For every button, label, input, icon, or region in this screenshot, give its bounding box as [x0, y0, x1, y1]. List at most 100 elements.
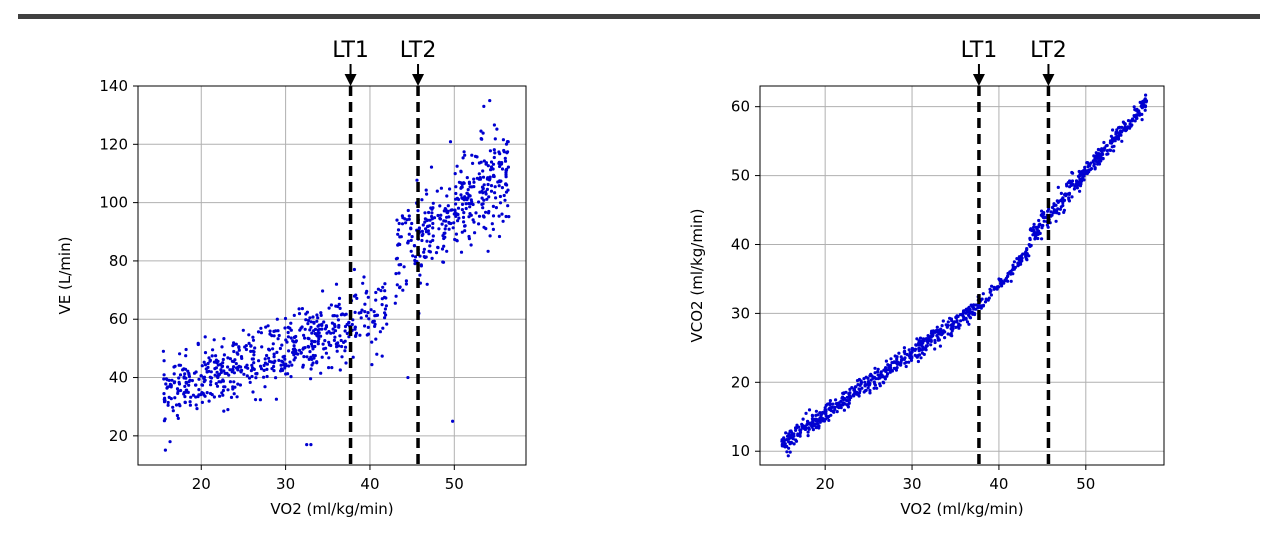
data-point	[249, 349, 253, 353]
y-tick-label: 120	[99, 135, 128, 153]
data-point	[286, 330, 290, 335]
data-point	[400, 222, 405, 226]
data-point	[373, 322, 377, 326]
data-point	[804, 411, 808, 415]
data-point	[338, 368, 342, 372]
data-point	[1140, 118, 1144, 122]
data-point	[257, 359, 261, 363]
y-tick-label: 30	[731, 304, 750, 322]
data-point	[308, 350, 312, 354]
data-point	[272, 369, 276, 373]
data-point	[455, 238, 459, 242]
data-point	[352, 294, 357, 298]
data-point	[873, 371, 877, 375]
data-point	[310, 357, 314, 361]
data-point	[1072, 187, 1076, 191]
data-point	[288, 326, 292, 330]
data-point	[929, 338, 933, 342]
data-point	[876, 373, 880, 377]
data-point	[443, 227, 447, 231]
data-point	[339, 338, 343, 343]
data-point	[268, 332, 272, 336]
data-point	[907, 354, 911, 358]
data-point	[435, 189, 439, 193]
data-point	[922, 352, 926, 356]
data-point	[271, 347, 275, 351]
data-point	[218, 394, 222, 398]
data-point	[210, 393, 214, 397]
data-point	[448, 140, 453, 144]
data-point	[319, 334, 323, 338]
data-point	[441, 260, 446, 264]
data-point	[272, 352, 276, 356]
data-point	[1036, 236, 1040, 241]
data-point	[277, 333, 281, 338]
data-point	[378, 330, 382, 334]
data-point	[297, 307, 301, 311]
data-point	[437, 227, 441, 231]
data-point	[933, 340, 937, 345]
data-point	[799, 428, 803, 432]
data-point	[787, 432, 791, 436]
data-point	[453, 208, 457, 212]
data-point	[276, 329, 280, 333]
data-point	[245, 363, 249, 367]
data-point	[490, 222, 494, 226]
data-point	[1061, 203, 1065, 208]
data-point	[438, 217, 443, 221]
data-point	[862, 377, 866, 381]
data-point	[950, 319, 954, 323]
data-point	[430, 211, 434, 215]
data-point	[413, 244, 417, 248]
data-point	[213, 373, 217, 377]
data-point	[397, 271, 401, 275]
data-point	[340, 355, 344, 359]
data-point	[943, 336, 947, 340]
data-point	[946, 332, 950, 336]
data-point	[503, 198, 507, 202]
data-point	[1069, 181, 1073, 185]
data-point	[316, 342, 320, 346]
data-point	[902, 357, 907, 361]
data-point	[463, 229, 467, 233]
data-point	[320, 355, 324, 359]
data-point	[313, 344, 317, 349]
x-tick-label: 40	[360, 475, 379, 493]
data-point	[787, 437, 791, 441]
data-point	[177, 402, 181, 406]
data-point	[831, 409, 835, 413]
data-point	[208, 358, 212, 362]
data-point	[275, 317, 279, 321]
data-point	[952, 321, 956, 325]
data-point	[454, 214, 458, 218]
data-point	[179, 388, 183, 393]
data-point	[393, 301, 397, 305]
data-point	[274, 397, 278, 401]
data-point	[311, 347, 315, 351]
data-point	[241, 328, 245, 332]
data-point	[484, 227, 488, 231]
data-point	[209, 380, 213, 384]
data-point	[848, 396, 852, 400]
data-point	[935, 325, 939, 329]
data-point	[325, 331, 329, 335]
data-point	[231, 387, 235, 391]
data-point	[1078, 189, 1082, 193]
data-point	[453, 172, 457, 176]
data-point	[824, 403, 828, 407]
data-point	[383, 311, 387, 315]
data-point	[405, 218, 409, 222]
data-point	[907, 360, 911, 364]
data-point	[1077, 180, 1081, 184]
x-tick-label: 20	[192, 475, 211, 493]
data-point	[445, 194, 449, 198]
data-point	[303, 336, 307, 340]
threshold-arrow-head	[972, 74, 985, 86]
data-point	[221, 378, 225, 382]
data-point	[488, 234, 492, 238]
data-point	[958, 323, 962, 327]
data-point	[488, 149, 492, 153]
data-point	[968, 315, 972, 319]
data-point	[486, 249, 490, 253]
data-point	[379, 289, 383, 293]
